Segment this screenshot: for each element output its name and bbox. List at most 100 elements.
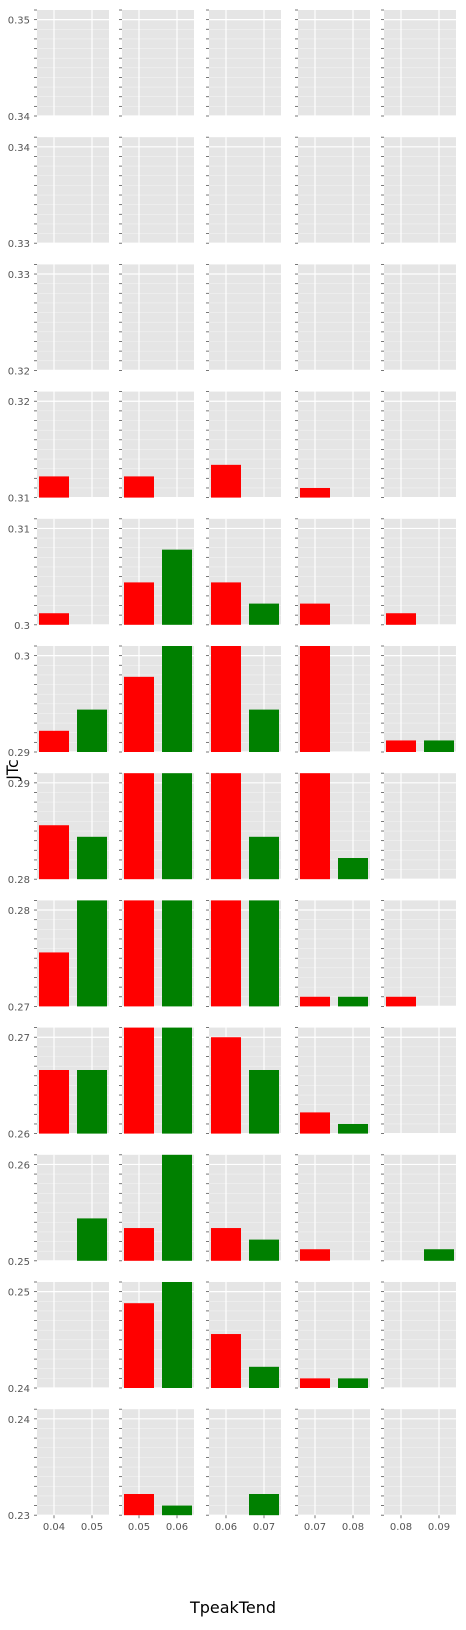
- panel-background: [298, 1409, 370, 1516]
- x-tick-label: 0.05: [128, 1522, 150, 1533]
- bar: [386, 740, 416, 752]
- x-tick-label: 0.06: [166, 1522, 188, 1533]
- panel-background: [122, 137, 194, 244]
- panel-background: [209, 10, 281, 116]
- x-axis-title: TpeakTend: [189, 1598, 277, 1617]
- panel-background: [298, 264, 370, 371]
- bar: [300, 996, 330, 1007]
- panel-background: [209, 264, 281, 371]
- bar: [249, 1239, 279, 1261]
- panel-background: [298, 10, 370, 116]
- y-axis-title: JTc: [2, 759, 22, 780]
- bar: [162, 773, 192, 880]
- x-tick-label: 0.09: [428, 1522, 450, 1533]
- panel-background: [384, 1027, 456, 1134]
- y-tick-label: 0.32: [8, 397, 30, 408]
- x-tick-label: 0.04: [43, 1522, 65, 1533]
- panel-background: [384, 264, 456, 371]
- bar: [249, 709, 279, 752]
- panel-background: [298, 1282, 370, 1388]
- bar: [39, 825, 69, 880]
- bar: [211, 582, 241, 625]
- panel-background: [298, 1154, 370, 1261]
- bar: [249, 1366, 279, 1388]
- panel-background: [209, 137, 281, 244]
- y-tick-label: 0.26: [8, 1130, 30, 1141]
- bar: [39, 613, 69, 625]
- bar: [39, 476, 69, 498]
- y-tick-label: 0.3: [14, 652, 30, 663]
- y-tick-label: 0.27: [8, 1002, 30, 1013]
- y-tick-label: 0.23: [8, 1511, 30, 1522]
- bar: [300, 487, 330, 498]
- bar: [249, 603, 279, 625]
- bar: [424, 1249, 454, 1261]
- bar: [162, 900, 192, 1007]
- panel-background: [122, 10, 194, 116]
- bar: [300, 603, 330, 625]
- bar: [211, 1037, 241, 1134]
- y-tick-label: 0.25: [8, 1257, 30, 1268]
- bar: [386, 996, 416, 1007]
- panel-background: [37, 264, 109, 371]
- x-tick-label: 0.05: [81, 1522, 103, 1533]
- x-tick-label: 0.07: [304, 1522, 326, 1533]
- bar: [386, 613, 416, 625]
- panel-background: [384, 646, 456, 752]
- panel-background: [384, 137, 456, 244]
- bar: [124, 476, 154, 498]
- panel-background: [384, 1282, 456, 1388]
- bar: [211, 464, 241, 498]
- x-tick-label: 0.07: [253, 1522, 275, 1533]
- panel-background: [384, 391, 456, 498]
- panel-background: [37, 1409, 109, 1516]
- bar: [39, 1070, 69, 1134]
- bar: [124, 1494, 154, 1516]
- bar: [124, 582, 154, 625]
- bar: [211, 900, 241, 1007]
- panel-background: [37, 518, 109, 625]
- x-tick-label: 0.08: [342, 1522, 364, 1533]
- bar: [162, 1505, 192, 1516]
- y-tick-label: 0.33: [8, 270, 30, 281]
- panel-background: [122, 264, 194, 371]
- panel-background: [384, 1154, 456, 1261]
- bar: [39, 730, 69, 752]
- y-tick-label: 0.29: [8, 748, 30, 759]
- panel-background: [384, 1409, 456, 1516]
- bar: [300, 646, 330, 752]
- bar: [211, 646, 241, 752]
- panel-background: [298, 900, 370, 1007]
- bar: [77, 900, 107, 1007]
- y-tick-label: 0.34: [8, 143, 30, 154]
- y-tick-label: 0.26: [8, 1160, 30, 1171]
- panel-background: [384, 10, 456, 116]
- y-tick-label: 0.3: [14, 621, 30, 632]
- bar: [249, 1070, 279, 1134]
- bar: [124, 1303, 154, 1388]
- bar: [300, 1378, 330, 1388]
- bar: [77, 1070, 107, 1134]
- bar: [211, 1228, 241, 1261]
- bar: [338, 858, 368, 880]
- bar: [338, 1378, 368, 1388]
- bar: [77, 1218, 107, 1261]
- bar: [162, 1027, 192, 1134]
- y-tick-label: 0.27: [8, 1033, 30, 1044]
- bar: [162, 549, 192, 625]
- panel-background: [384, 900, 456, 1007]
- y-tick-label: 0.32: [8, 366, 30, 377]
- y-tick-label: 0.25: [8, 1288, 30, 1299]
- bar: [424, 740, 454, 752]
- bar: [300, 1112, 330, 1134]
- bar: [338, 1123, 368, 1134]
- bar: [249, 1494, 279, 1516]
- x-tick-label: 0.08: [390, 1522, 412, 1533]
- bar: [124, 773, 154, 880]
- bar: [249, 900, 279, 1007]
- y-tick-label: 0.35: [8, 16, 30, 27]
- panel-background: [298, 137, 370, 244]
- y-tick-label: 0.24: [8, 1384, 30, 1395]
- y-tick-label: 0.31: [8, 494, 30, 505]
